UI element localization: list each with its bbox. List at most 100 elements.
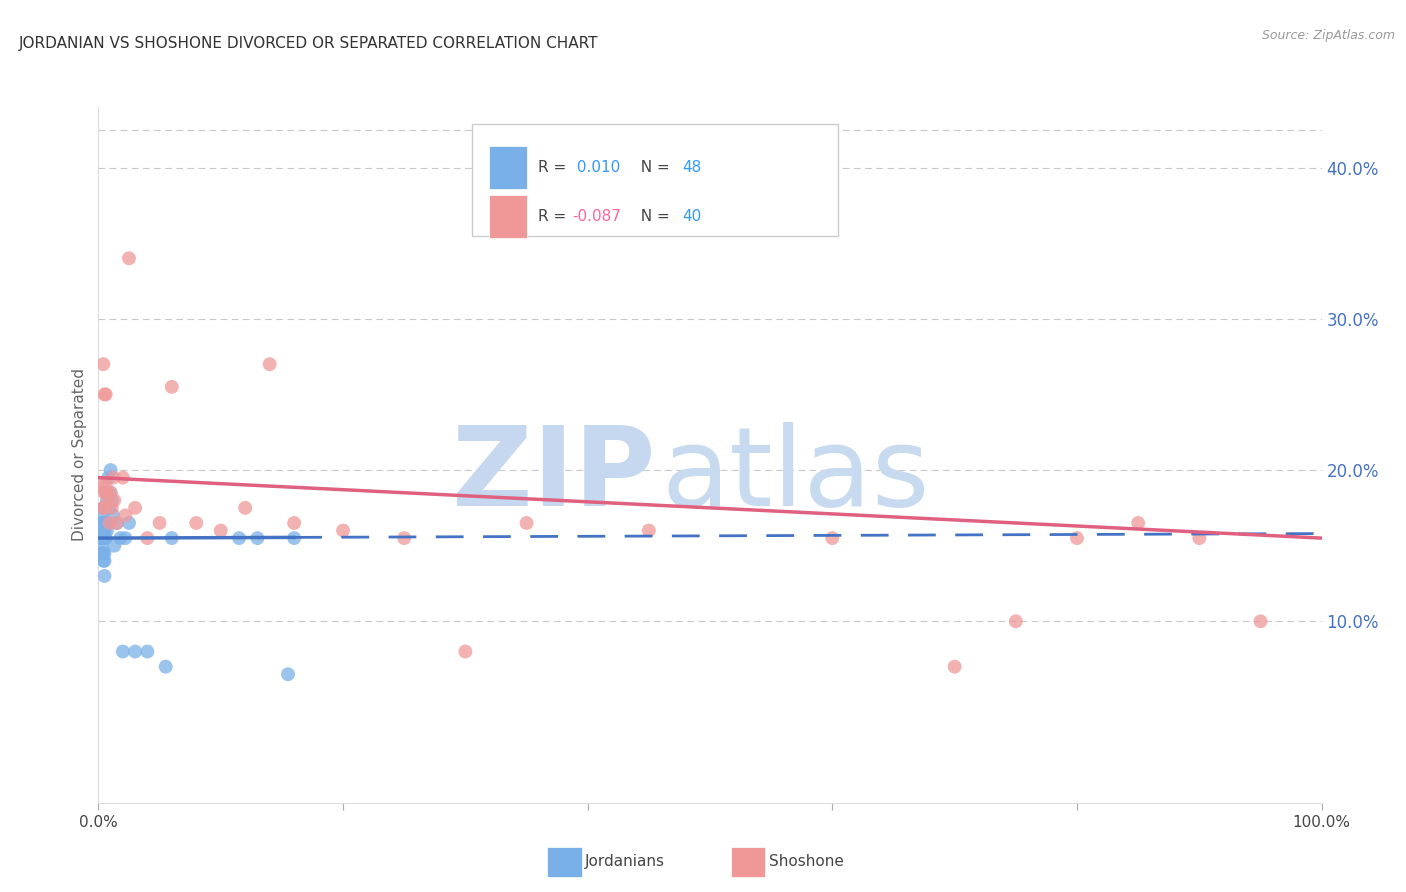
Text: Shoshone: Shoshone [769, 855, 844, 870]
Point [103, 493, 125, 508]
Point [124, 500, 146, 515]
Point [98, 500, 121, 515]
Point [91, 539, 114, 553]
Point [155, 659, 177, 673]
Point [114, 508, 136, 523]
Point [332, 524, 354, 538]
Text: N =: N = [630, 160, 673, 175]
Point [96, 524, 118, 538]
Point [93, 569, 115, 583]
Point [228, 531, 250, 545]
Point [246, 531, 269, 545]
Point [100, 485, 122, 500]
Point [392, 531, 416, 545]
Point [93, 554, 115, 568]
Point [110, 531, 132, 545]
Text: 48: 48 [682, 160, 702, 175]
Point [233, 500, 256, 515]
Point [283, 531, 305, 545]
Point [111, 470, 134, 484]
Point [91, 516, 114, 530]
Point [283, 516, 305, 530]
Point [124, 644, 146, 658]
Point [454, 644, 477, 658]
Text: R =: R = [537, 209, 571, 224]
Point [94, 478, 117, 492]
Point [209, 524, 232, 538]
Point [160, 531, 183, 545]
Point [91, 500, 114, 515]
Point [91, 478, 114, 492]
Text: -0.087: -0.087 [572, 209, 620, 224]
Point [91, 546, 114, 560]
Point [118, 516, 141, 530]
Point [90, 531, 112, 545]
Text: 0.010: 0.010 [572, 160, 620, 175]
Point [1188, 531, 1211, 545]
Point [93, 500, 115, 515]
Point [91, 516, 114, 530]
Point [1066, 531, 1088, 545]
Point [91, 520, 114, 534]
Point [100, 485, 122, 500]
Point [93, 485, 115, 500]
Point [118, 252, 141, 266]
FancyBboxPatch shape [731, 847, 765, 877]
Text: R =: R = [537, 160, 571, 175]
Point [97, 493, 120, 508]
Point [1249, 615, 1271, 629]
Point [98, 516, 121, 530]
Point [136, 644, 159, 658]
Point [160, 380, 183, 394]
Text: JORDANIAN VS SHOSHONE DIVORCED OR SEPARATED CORRELATION CHART: JORDANIAN VS SHOSHONE DIVORCED OR SEPARA… [18, 37, 599, 52]
Point [91, 531, 114, 545]
Point [91, 546, 114, 560]
Point [105, 516, 128, 530]
Text: ZIP: ZIP [451, 422, 655, 529]
Point [91, 524, 114, 538]
Point [97, 516, 120, 530]
Point [259, 357, 281, 371]
Point [91, 554, 114, 568]
FancyBboxPatch shape [471, 124, 838, 235]
Point [1004, 615, 1026, 629]
FancyBboxPatch shape [547, 847, 582, 877]
Point [94, 485, 117, 500]
Text: atlas: atlas [661, 422, 929, 529]
Point [93, 546, 115, 560]
Text: Source: ZipAtlas.com: Source: ZipAtlas.com [1261, 29, 1395, 42]
Point [114, 531, 136, 545]
Point [94, 516, 117, 530]
Point [96, 493, 118, 508]
Point [136, 531, 159, 545]
Point [100, 463, 122, 477]
Point [149, 516, 172, 530]
Point [94, 387, 117, 401]
Point [91, 508, 114, 523]
FancyBboxPatch shape [489, 195, 526, 238]
Point [93, 500, 115, 515]
Point [186, 516, 208, 530]
Text: N =: N = [630, 209, 673, 224]
Point [90, 524, 112, 538]
Point [1128, 516, 1150, 530]
Text: Jordanians: Jordanians [585, 855, 665, 870]
Point [515, 516, 537, 530]
Point [943, 659, 966, 673]
Point [94, 531, 117, 545]
Point [93, 387, 115, 401]
Point [101, 493, 124, 508]
Y-axis label: Divorced or Separated: Divorced or Separated [72, 368, 87, 541]
Point [93, 524, 115, 538]
Point [103, 539, 125, 553]
Point [101, 508, 124, 523]
FancyBboxPatch shape [489, 146, 526, 189]
Point [101, 500, 124, 515]
Point [101, 470, 124, 484]
Text: 40: 40 [682, 209, 702, 224]
Point [277, 667, 299, 681]
Point [91, 357, 114, 371]
Point [93, 516, 115, 530]
Point [97, 470, 120, 484]
Point [91, 524, 114, 538]
